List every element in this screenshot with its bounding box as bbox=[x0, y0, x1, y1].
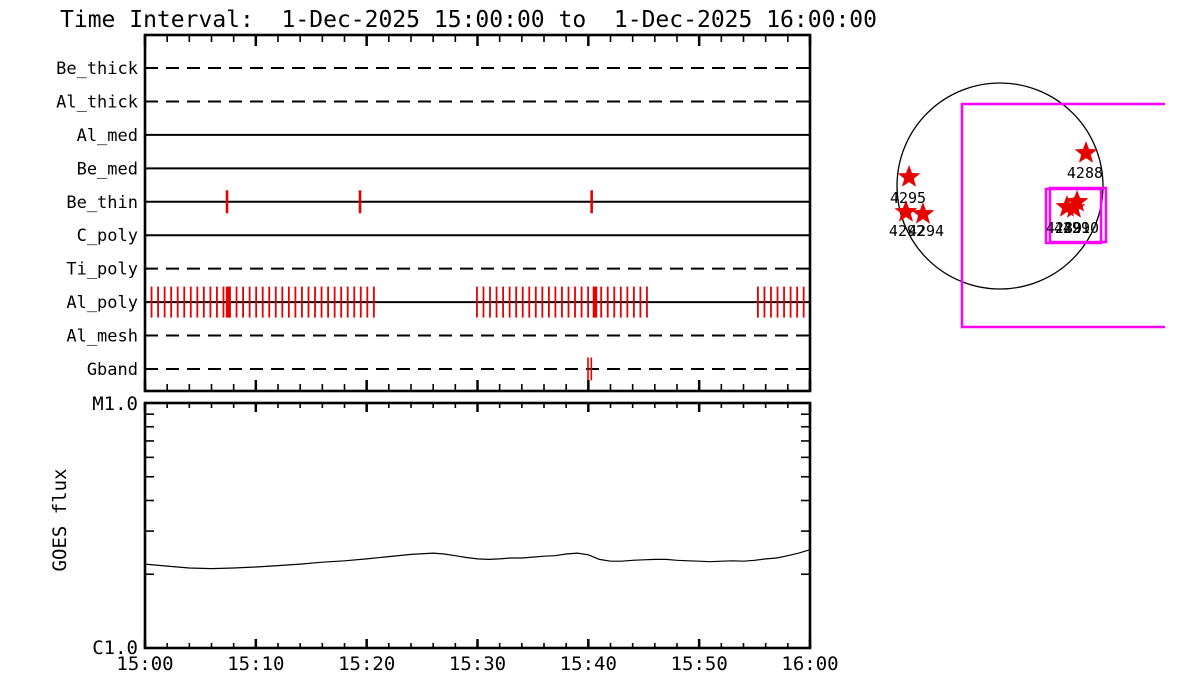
active-region-label-4295: 4295 bbox=[890, 189, 926, 207]
timeline-row-label-Be_med: Be_med bbox=[77, 159, 138, 179]
active-region-label-4288: 4288 bbox=[1067, 164, 1103, 182]
goes-flux-curve bbox=[144, 549, 811, 570]
active-region-label-4294: 4294 bbox=[908, 222, 944, 240]
active-region-label-4289: 4289 bbox=[1046, 219, 1082, 237]
timeline-row-label-Be_thick: Be_thick bbox=[56, 59, 138, 79]
active-region-label-4291: 4291 bbox=[1054, 219, 1090, 237]
goes-y-axis-title: GOES flux bbox=[49, 469, 71, 572]
time-axis-tick-label: 15:50 bbox=[671, 653, 728, 675]
active-region-star-4292 bbox=[894, 199, 918, 222]
active-region-label-4290: 4290 bbox=[1063, 219, 1099, 237]
timeline-row-label-Gband: Gband bbox=[87, 360, 138, 380]
time-axis-tick-label: 15:00 bbox=[116, 653, 173, 675]
goes-top-axis-label: M1.0 bbox=[92, 393, 138, 415]
fov-box-wide-fov bbox=[960, 102, 1166, 329]
goes-flux-panel: M1.0 C1.0 GOES flux 15:00 15:10 15:20 15:30… bbox=[49, 393, 839, 675]
time-axis-tick-label: 16:00 bbox=[781, 653, 838, 675]
timeline-row-label-Al_thick: Al_thick bbox=[56, 92, 138, 112]
goes-panel-border bbox=[143, 401, 812, 650]
filter-timeline-panel: Be_thick Al_thick Al_med Be_med Be_thin C_pol… bbox=[56, 33, 812, 393]
active-region-star-4288 bbox=[1074, 141, 1098, 163]
time-axis-tick-label: 15:40 bbox=[560, 653, 617, 675]
solar-limb-circle bbox=[896, 82, 1104, 290]
timeline-panel-border bbox=[143, 33, 812, 393]
timeline-row-label-Al_poly: Al_poly bbox=[66, 293, 138, 313]
timeline-row-label-C_poly: C_poly bbox=[77, 226, 138, 246]
goes-bottom-axis-label: C1.0 bbox=[92, 637, 138, 659]
fov-box-small-fov-b bbox=[1048, 186, 1108, 244]
page-title: Time Interval: 1-Dec-2025 15:00:00 to 1-… bbox=[60, 7, 877, 33]
timeline-row-label-Al_med: Al_med bbox=[77, 126, 138, 146]
time-axis-tick-label: 15:10 bbox=[227, 653, 284, 675]
active-region-star-4294 bbox=[911, 202, 935, 224]
time-axis-tick-label: 15:30 bbox=[449, 653, 506, 675]
timeline-row-label-Ti_poly: Ti_poly bbox=[66, 260, 138, 280]
active-region-star-4295 bbox=[897, 165, 921, 187]
time-axis-tick-label: 15:20 bbox=[338, 653, 395, 675]
active-region-star-4290 bbox=[1065, 189, 1089, 212]
timeline-row-label-Be_thin: Be_thin bbox=[66, 193, 138, 213]
active-region-label-4292: 4292 bbox=[889, 222, 925, 240]
timeline-row-label-Al_mesh: Al_mesh bbox=[66, 327, 138, 347]
